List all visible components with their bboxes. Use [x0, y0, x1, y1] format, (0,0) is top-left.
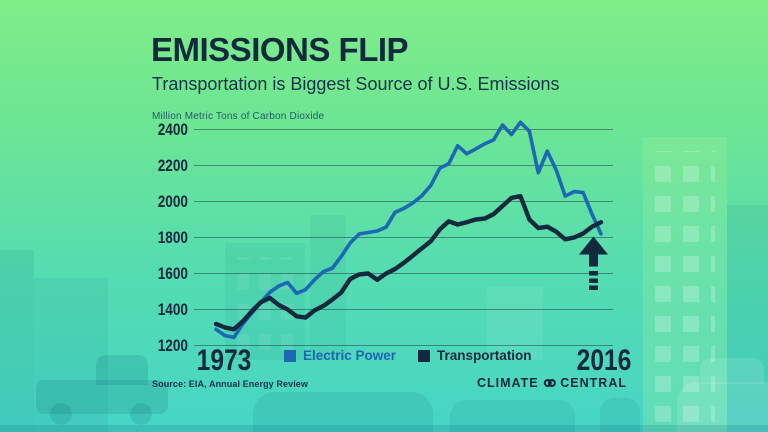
- series-line-transportation: [213, 193, 604, 332]
- legend-swatch-transportation: [418, 349, 431, 362]
- gridlines: [194, 129, 613, 346]
- truck-wheel: [50, 403, 72, 425]
- y-tick-1400: 1400: [157, 299, 188, 319]
- source-note: Source: EIA, Annual Energy Review: [152, 379, 309, 389]
- climate-central-logo: CLIMATE CENTRAL: [477, 372, 627, 394]
- series-lines: [213, 120, 604, 340]
- y-tick-1800: 1800: [157, 227, 188, 247]
- road-strip: [0, 425, 768, 432]
- legend-item-transportation: Transportation: [418, 348, 532, 363]
- x-tick-1973: 1973: [196, 344, 252, 377]
- legend-label-electric-power: Electric Power: [303, 348, 397, 363]
- legend-swatch-electric-power: [284, 349, 296, 362]
- car-silhouette: [677, 382, 768, 432]
- y-tick-2000: 2000: [157, 191, 188, 211]
- truck-wheel: [130, 403, 152, 425]
- x-tick-2016: 2016: [576, 344, 632, 377]
- y-axis-title: Million Metric Tons of Carbon Dioxide: [152, 111, 325, 122]
- building-windows: [655, 151, 715, 422]
- car-silhouette: [253, 392, 433, 432]
- legend: Electric Power Transportation: [284, 348, 532, 363]
- car-silhouette: [700, 358, 764, 384]
- building-silhouette: [727, 205, 768, 432]
- building-silhouette: [643, 137, 727, 432]
- y-tick-1600: 1600: [157, 263, 188, 283]
- series-line-electric-power: [214, 120, 603, 340]
- page-subtitle: Transportation is Biggest Source of U.S.…: [152, 74, 560, 94]
- y-tick-2400: 2400: [157, 119, 188, 139]
- y-tick-2200: 2200: [157, 155, 188, 175]
- legend-item-electric-power: Electric Power: [284, 348, 396, 363]
- building-silhouette: [310, 215, 346, 360]
- truck-silhouette: [36, 380, 168, 414]
- car-silhouette: [450, 400, 575, 432]
- flip-arrow-icon: [579, 236, 608, 290]
- building-silhouette: [225, 243, 305, 360]
- legend-label-transportation: Transportation: [437, 348, 532, 363]
- car-silhouette: [600, 398, 640, 432]
- logo-word-central: CENTRAL: [560, 376, 627, 390]
- building-windows: [237, 257, 293, 350]
- truck-silhouette: [96, 355, 148, 385]
- page-title: EMISSIONS FLIP: [151, 31, 409, 68]
- building-silhouette: [487, 287, 543, 360]
- building-silhouette: [34, 278, 108, 432]
- building-silhouette: [0, 250, 34, 432]
- climate-central-rings-icon: [543, 379, 556, 387]
- logo-word-climate: CLIMATE: [477, 376, 539, 390]
- y-tick-1200: 1200: [157, 335, 188, 355]
